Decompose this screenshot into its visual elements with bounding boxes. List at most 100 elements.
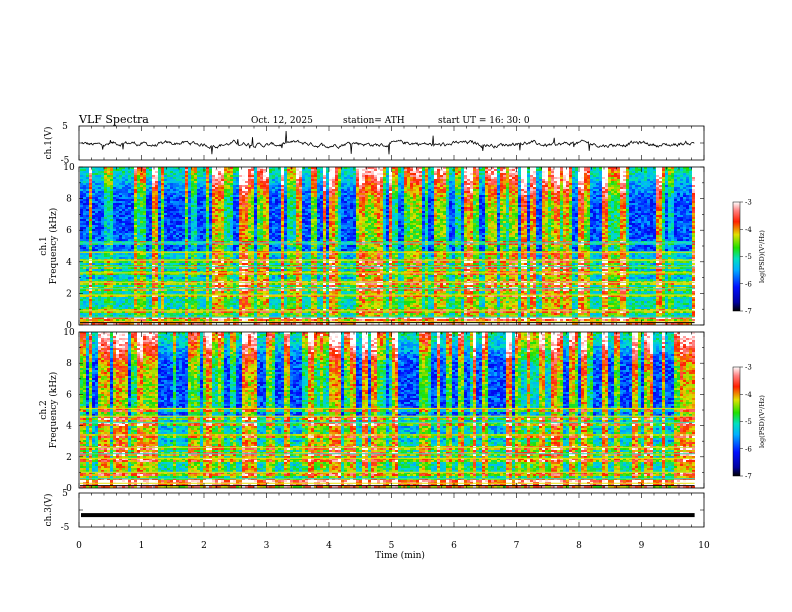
spectrogram-cell	[125, 317, 128, 319]
spectrogram-cell	[239, 185, 242, 187]
spectrogram-cell	[110, 261, 113, 263]
spectrogram-cell	[254, 311, 257, 313]
spectrogram-cell	[137, 223, 140, 225]
spectrogram-cell	[188, 303, 191, 305]
spectrogram-cell	[245, 319, 248, 321]
spectrogram-cell	[233, 301, 236, 303]
spectrogram-cell	[89, 323, 92, 325]
spectrogram-cell	[104, 193, 107, 195]
spectrogram-cell	[182, 167, 185, 169]
spectrogram-cell	[182, 309, 185, 311]
spectrogram-cell	[176, 257, 179, 259]
spectrogram-cell	[92, 195, 95, 197]
spectrogram-cell	[131, 215, 134, 217]
spectrogram-cell	[251, 215, 254, 217]
spectrogram-cell	[110, 313, 113, 315]
spectrogram-cell	[224, 271, 227, 273]
spectrogram-cell	[137, 245, 140, 247]
spectrogram-cell	[98, 309, 101, 311]
spectrogram-cell	[167, 303, 170, 305]
spectrogram-cell	[239, 217, 242, 219]
spectrogram-cell	[92, 263, 95, 265]
spectrogram-cell	[161, 187, 164, 189]
spectrogram-cell	[239, 269, 242, 271]
spectrogram-cell	[143, 323, 146, 325]
spectrogram-cell	[161, 215, 164, 217]
spectrogram-cell	[254, 231, 257, 233]
spectrogram-cell	[101, 249, 104, 251]
spectrogram-cell	[188, 323, 191, 325]
spectrogram-cell	[125, 289, 128, 291]
spectrogram-cell	[92, 179, 95, 181]
spectrogram-cell	[134, 273, 137, 275]
spectrogram-cell	[245, 171, 248, 173]
spectrogram-cell	[164, 243, 167, 245]
spectrogram-cell	[140, 243, 143, 245]
spectrogram-cell	[152, 303, 155, 305]
spectrogram-cell	[200, 211, 203, 213]
spectrogram-cell	[155, 271, 158, 273]
spectrogram-cell	[209, 173, 212, 175]
spectrogram-cell	[119, 303, 122, 305]
spectrogram-cell	[263, 223, 266, 225]
spectrogram-cell	[236, 267, 239, 269]
spectrogram-cell	[155, 213, 158, 215]
spectrogram-cell	[236, 285, 239, 287]
spectrogram-cell	[149, 303, 152, 305]
spectrogram-cell	[143, 267, 146, 269]
spectrogram-cell	[95, 261, 98, 263]
spectrogram-cell	[95, 179, 98, 181]
spectrogram-cell	[179, 233, 182, 235]
spectrogram-cell	[218, 303, 221, 305]
spectrogram-cell	[260, 207, 263, 209]
spectrogram-cell	[188, 221, 191, 223]
spectrogram-cell	[233, 311, 236, 313]
spectrogram-cell	[254, 293, 257, 295]
spectrogram-cell	[200, 235, 203, 237]
spectrogram-cell	[185, 201, 188, 203]
spectrogram-cell	[254, 315, 257, 317]
spectrogram-cell	[116, 169, 119, 171]
spectrogram-cell	[197, 309, 200, 311]
spectrogram-cell	[170, 201, 173, 203]
spectrogram-cell	[197, 255, 200, 257]
spectrogram-cell	[131, 309, 134, 311]
spectrogram-cell	[155, 311, 158, 313]
spectrogram-cell	[134, 323, 137, 325]
spectrogram-cell	[164, 207, 167, 209]
spectrogram-cell	[98, 181, 101, 183]
spectrogram-cell	[92, 305, 95, 307]
spectrogram-cell	[143, 187, 146, 189]
spectrogram-cell	[182, 247, 185, 249]
spectrogram-cell	[251, 179, 254, 181]
spectrogram-cell	[224, 255, 227, 257]
spectrogram-cell	[242, 195, 245, 197]
spectrogram-cell	[116, 205, 119, 207]
spectrogram-cell	[146, 263, 149, 265]
spectrogram-cell	[239, 195, 242, 197]
spectrogram-cell	[161, 169, 164, 171]
spectrogram-cell	[203, 267, 206, 269]
spectrogram-cell	[104, 237, 107, 239]
spectrogram-cell	[143, 215, 146, 217]
spectrogram-cell	[137, 291, 140, 293]
spectrogram-cell	[194, 315, 197, 317]
spectrogram-cell	[182, 289, 185, 291]
spectrogram-cell	[251, 189, 254, 191]
spectrogram-cell	[227, 269, 230, 271]
spectrogram-cell	[242, 297, 245, 299]
spectrogram-cell	[248, 217, 251, 219]
spectrogram-cell	[113, 295, 116, 297]
spectrogram-cell	[92, 287, 95, 289]
spectrogram-cell	[86, 195, 89, 197]
spectrogram-cell	[89, 169, 92, 171]
spectrogram-cell	[200, 295, 203, 297]
spectrogram-cell	[251, 199, 254, 201]
spectrogram-cell	[191, 309, 194, 311]
spectrogram-cell	[230, 239, 233, 241]
spectrogram-cell	[212, 167, 215, 169]
spectrogram-cell	[188, 177, 191, 179]
spectrogram-cell	[227, 181, 230, 183]
spectrogram-cell	[245, 293, 248, 295]
spectrogram-cell	[176, 213, 179, 215]
